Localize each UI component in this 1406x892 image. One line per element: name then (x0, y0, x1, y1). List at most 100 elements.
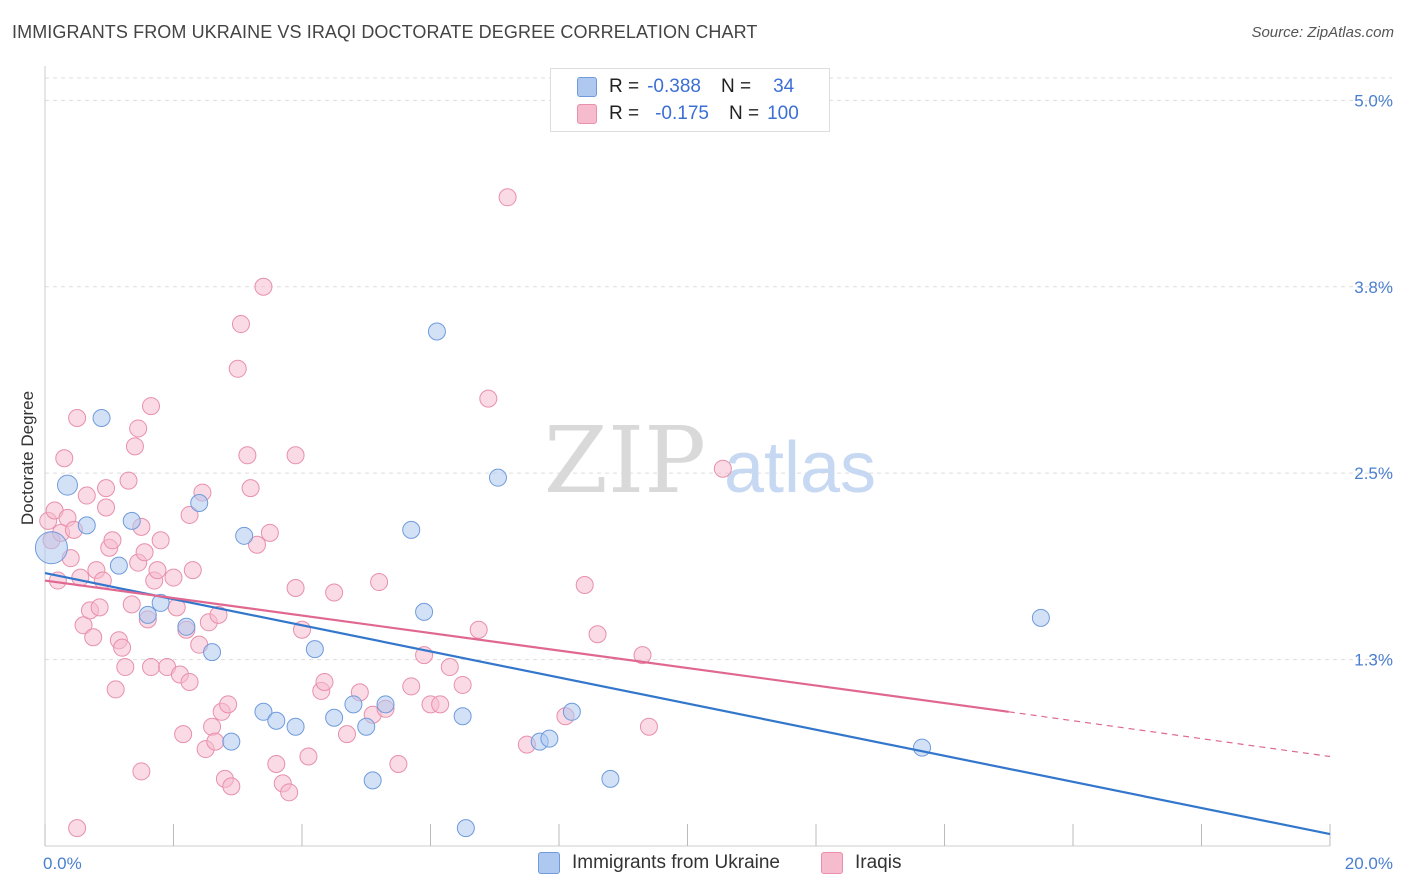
series-ukraine (34, 322, 1050, 838)
iraqi-point (325, 583, 344, 602)
iraqi-point (206, 732, 225, 751)
ukraine-point (92, 409, 111, 428)
stats-row-iraqi: R = -0.175 N = 100 (577, 102, 799, 126)
ukraine-swatch (577, 77, 597, 97)
iraqi-point (299, 747, 318, 766)
ukraine-point (376, 695, 395, 714)
ukraine-point (109, 556, 128, 575)
ukraine-point (267, 711, 286, 730)
iraqi-point (286, 446, 305, 465)
ukraine-point (344, 695, 363, 714)
iraqi-trend-extension (1008, 711, 1331, 758)
x-tick-label: 20.0% (1345, 854, 1393, 873)
trend-lines (44, 572, 1331, 836)
iraqi-point (68, 409, 87, 428)
axes (44, 66, 1331, 847)
iraqi-point (402, 677, 421, 696)
iraqi-point (74, 616, 93, 635)
iraqi-point (228, 359, 247, 378)
legend-item-iraqi: Iraqis (821, 852, 901, 874)
y-axis-label: Doctorate Degree (18, 391, 37, 525)
iraqi-point (68, 819, 87, 838)
iraqi-point (90, 598, 109, 617)
stats-row-ukraine: R = -0.388 N = 34 (577, 75, 794, 99)
n-value: 100 (767, 103, 799, 124)
ukraine-point (222, 732, 241, 751)
ukraine-point (402, 520, 421, 539)
iraqi-point (103, 531, 122, 550)
iraqi-point (125, 437, 144, 456)
iraqi-point (151, 531, 170, 550)
watermark: ZIP atlas (544, 407, 876, 514)
ukraine-point (305, 640, 324, 659)
grid-lines (45, 77, 1392, 661)
ukraine-point (562, 702, 581, 721)
iraqi-point (180, 505, 199, 524)
ukraine-point (453, 707, 472, 726)
ukraine-point (77, 516, 96, 535)
iraqi-point (219, 695, 238, 714)
iraqi-point (174, 725, 193, 744)
r-value: -0.388 (647, 76, 701, 97)
y-tick-label: 1.3% (1354, 651, 1393, 670)
ukraine-point (1031, 608, 1050, 627)
ukraine-point (235, 526, 254, 545)
iraqi-point (164, 568, 183, 587)
iraqi-point (633, 646, 652, 665)
iraqi-point (180, 672, 199, 691)
ukraine-point (122, 511, 141, 530)
chart-title: IMMIGRANTS FROM UKRAINE VS IRAQI DOCTORA… (12, 22, 758, 42)
ukraine-point (138, 605, 157, 624)
source-label: Source: ZipAtlas.com (1251, 24, 1394, 41)
iraqi-point (588, 625, 607, 644)
iraqi-point (203, 717, 222, 736)
y-tick-label: 3.8% (1354, 278, 1393, 297)
ukraine-point (190, 494, 209, 513)
x-tick-label: 0.0% (43, 854, 82, 873)
iraqi-point (84, 628, 103, 647)
iraqi-point (267, 754, 286, 773)
iraqi-point (440, 658, 459, 677)
iraqi-point (280, 783, 299, 802)
ukraine-point (540, 729, 559, 748)
iraqi-point (260, 523, 279, 542)
ukraine-point (203, 643, 222, 662)
iraqi-point (315, 672, 334, 691)
legend-label-iraqi: Iraqis (855, 852, 902, 873)
iraqi-point (241, 479, 260, 498)
legend-item-ukraine: Immigrants from Ukraine (538, 852, 780, 874)
iraqi-point (389, 754, 408, 773)
n-label: N = (728, 103, 760, 124)
legend-label-ukraine: Immigrants from Ukraine (572, 852, 780, 873)
iraqi-point (77, 486, 96, 505)
iraqi-point (122, 595, 141, 614)
iraqi-point (132, 762, 151, 781)
r-label: R = (609, 76, 640, 97)
r-value: -0.175 (655, 103, 709, 124)
iraqi-point (222, 777, 241, 796)
series-legend: Immigrants from Ukraine Iraqis (0, 852, 1406, 878)
iraqi-point (135, 543, 154, 562)
ukraine-point (357, 717, 376, 736)
iraqi-point (116, 658, 135, 677)
watermark-atlas: atlas (724, 428, 876, 508)
iraqi-point (97, 498, 116, 517)
ukraine-point (286, 717, 305, 736)
ukraine-point (456, 819, 475, 838)
iraqi-point (431, 695, 450, 714)
iraqi-point (142, 397, 161, 416)
y-tick-label: 2.5% (1354, 464, 1393, 483)
stats-legend: R = -0.388 N = 34 R = -0.175 N = 100 (550, 68, 830, 132)
ukraine-point (415, 602, 434, 621)
n-value: 34 (773, 76, 795, 97)
iraqi-point (639, 717, 658, 736)
iraqi-point (498, 188, 517, 207)
tick-labels: 1.3% 2.5% 3.8% 5.0% 0.0% 20.0% (43, 91, 1393, 873)
iraqi-point (453, 675, 472, 694)
ukraine-point (34, 531, 68, 565)
r-label: R = (609, 103, 640, 124)
iraqi-trend-line (44, 579, 1009, 713)
ukraine-trend-line (44, 572, 1331, 836)
iraqi-legend-swatch (821, 852, 843, 874)
iraqi-point (370, 573, 389, 592)
